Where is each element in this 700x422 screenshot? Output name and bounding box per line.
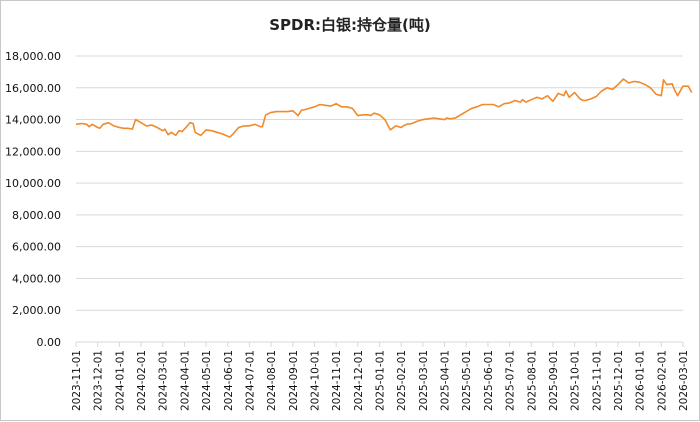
x-tick-label: 2025-07-01 <box>505 350 517 411</box>
x-tick-label: 2024-07-01 <box>244 350 256 411</box>
x-tick-label: 2025-01-01 <box>375 350 387 411</box>
y-tick-label: 4,000.00 <box>12 272 61 285</box>
x-tick-label: 2024-03-01 <box>158 350 170 411</box>
y-tick-label: 2,000.00 <box>12 304 61 317</box>
x-axis: 2023-11-01 2023-12-01 2024-01-01 2024-02-01… <box>71 342 690 411</box>
x-tick-label: 2025-12-01 <box>613 350 625 411</box>
y-tick-label: 12,000.00 <box>5 145 61 158</box>
x-tick-label: 2024-10-01 <box>309 350 321 411</box>
x-tick-label: 2026-01-01 <box>635 350 647 411</box>
y-tick-label: 14,000.00 <box>5 114 61 127</box>
x-tick-label: 2024-12-01 <box>353 350 365 411</box>
x-tick-label: 2025-09-01 <box>548 350 560 411</box>
x-tick-label: 2025-06-01 <box>483 350 495 411</box>
gridlines <box>76 55 683 343</box>
x-tick-label: 2025-05-01 <box>461 350 473 411</box>
x-tick-label: 2026-03-01 <box>678 350 690 411</box>
x-tick-label: 2025-10-01 <box>570 350 582 411</box>
y-tick-label: 16,000.00 <box>5 82 61 95</box>
x-tick-label: 2024-02-01 <box>136 350 148 411</box>
x-tick-label: 2025-11-01 <box>591 350 603 411</box>
y-tick-label: 18,000.00 <box>5 50 61 63</box>
x-tick-label: 2024-11-01 <box>331 350 343 411</box>
x-tick-label: 2023-12-01 <box>93 350 105 411</box>
series-line <box>75 78 693 138</box>
x-tick-label: 2024-08-01 <box>266 350 278 411</box>
x-tick-label: 2025-04-01 <box>440 350 452 411</box>
chart-title: SPDR:白银:持仓量(吨) <box>269 16 431 34</box>
x-tick-label: 2026-02-01 <box>656 350 668 411</box>
y-tick-label: 6,000.00 <box>12 241 61 254</box>
x-tick-label: 2024-09-01 <box>288 350 300 411</box>
x-tick-label: 2025-02-01 <box>396 350 408 411</box>
x-tick-label: 2024-06-01 <box>223 350 235 411</box>
x-tick-label: 2024-01-01 <box>114 350 126 411</box>
y-tick-label: 8,000.00 <box>12 209 61 222</box>
y-tick-label: 0.00 <box>37 336 62 349</box>
y-tick-label: 10,000.00 <box>5 177 61 190</box>
x-tick-label: 2024-05-01 <box>201 350 213 411</box>
x-tick-label: 2023-11-01 <box>71 350 83 411</box>
y-axis: 0.00 2,000.00 4,000.00 6,000.00 8,000.00 10,0… <box>5 50 61 349</box>
x-tick-label: 2024-04-01 <box>179 350 191 411</box>
x-tick-label: 2025-03-01 <box>418 350 430 411</box>
x-tick-label: 2025-08-01 <box>526 350 538 411</box>
